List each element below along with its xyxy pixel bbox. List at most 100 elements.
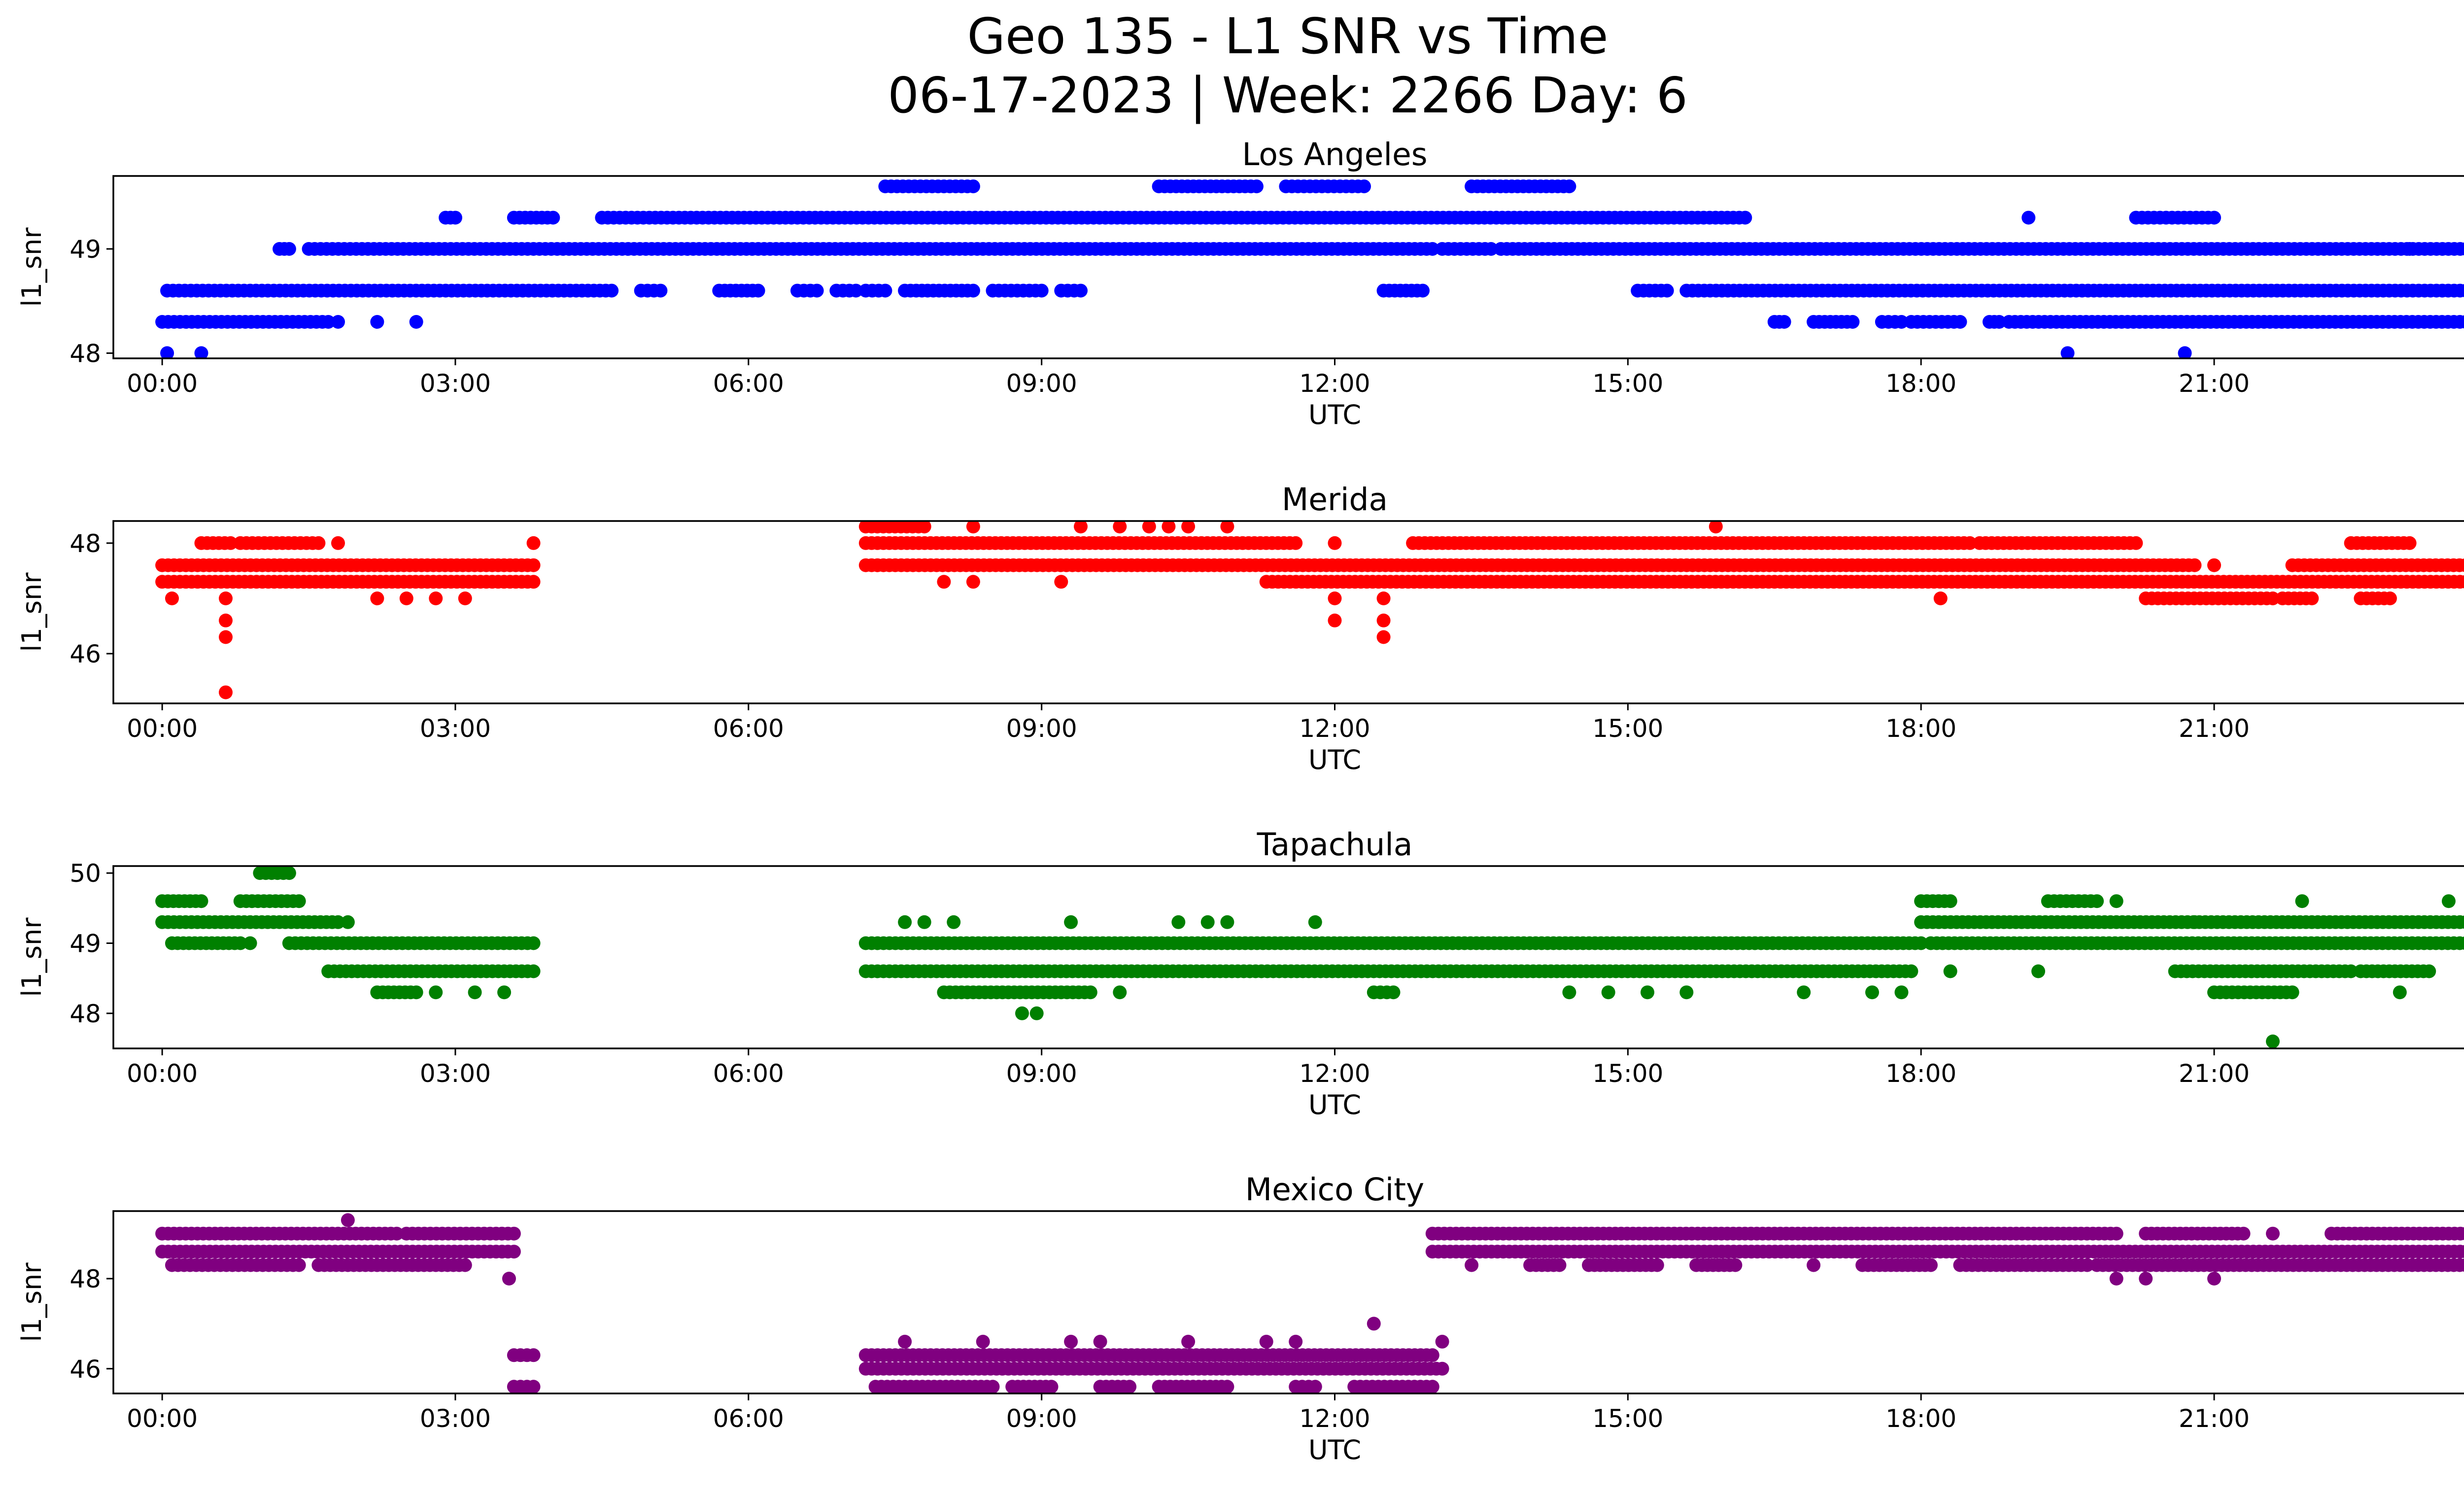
subplot-title: Mexico City	[1245, 1172, 1424, 1208]
data-point	[223, 536, 238, 550]
data-point	[986, 1380, 1000, 1393]
data-point	[502, 1272, 516, 1286]
data-point	[2188, 558, 2202, 572]
data-point	[2459, 242, 2464, 256]
x-tick-label: 00:00	[127, 369, 198, 398]
x-tick-label: 18:00	[1885, 1404, 1956, 1433]
subplot-mexico-city: Mexico City 00:00 03:00 06:00 09:00 12:00 15:0…	[16, 1172, 2464, 1465]
data-point	[1083, 985, 1097, 1000]
data-point	[1386, 985, 1401, 1000]
data-point	[2383, 591, 2397, 605]
data-point	[1865, 985, 1879, 1000]
data-point	[1142, 521, 1156, 534]
data-point	[1416, 283, 1430, 298]
x-axis-label: UTC	[1308, 744, 1361, 775]
data-point	[1357, 179, 1371, 194]
data-point	[311, 536, 326, 550]
data-point	[751, 283, 765, 298]
y-tick-label: 49	[69, 235, 101, 264]
data-point	[1777, 315, 1791, 329]
data-point	[1162, 521, 1176, 534]
data-point	[468, 985, 482, 1000]
data-point	[526, 1380, 541, 1393]
data-point	[2459, 936, 2464, 950]
data-point	[219, 630, 233, 644]
data-point	[2178, 346, 2192, 358]
data-point	[2207, 1272, 2221, 1286]
data-point	[1650, 1258, 1664, 1272]
data-point	[1064, 915, 1078, 929]
data-point	[1181, 521, 1196, 534]
data-point	[1914, 936, 1928, 950]
data-point	[1943, 894, 1957, 908]
data-point	[1807, 1258, 1821, 1272]
data-point	[1435, 1361, 1449, 1376]
data-point	[292, 894, 306, 908]
data-point	[1328, 536, 1342, 550]
data-point	[2459, 1245, 2464, 1258]
data-point	[1029, 1006, 1044, 1020]
data-point	[1738, 210, 1752, 225]
data-point	[2236, 1226, 2251, 1241]
data-point	[2090, 894, 2104, 908]
data-point	[2080, 1258, 2094, 1272]
data-point	[1425, 1380, 1439, 1393]
axes-frame	[112, 175, 2464, 359]
x-tick-label: 12:00	[1299, 1059, 1370, 1088]
data-point	[2402, 242, 2417, 256]
data-point	[1259, 1334, 1273, 1349]
data-point	[341, 1213, 355, 1227]
subplot-title: Los Angeles	[1242, 137, 1427, 173]
x-tick-label: 15:00	[1592, 369, 1663, 398]
data-point	[1308, 915, 1322, 929]
y-axis-label: l1_snr	[16, 227, 47, 307]
x-tick-label: 15:00	[1592, 714, 1663, 743]
data-point	[292, 1258, 306, 1272]
data-point	[2459, 575, 2464, 589]
data-point	[2109, 894, 2123, 908]
x-tick-label: 03:00	[420, 1059, 491, 1088]
data-point	[219, 591, 233, 605]
x-tick-label: 06:00	[713, 1059, 784, 1088]
data-point	[937, 575, 951, 589]
data-point	[458, 591, 472, 605]
x-tick-label: 18:00	[1885, 714, 1956, 743]
data-point	[282, 866, 296, 880]
data-point	[526, 936, 541, 950]
x-axis-label: UTC	[1308, 399, 1361, 430]
data-point	[390, 1226, 404, 1241]
data-point	[429, 591, 443, 605]
data-point	[1660, 283, 1674, 298]
y-axis-label: l1_snr	[16, 1262, 47, 1342]
data-point	[1846, 315, 1860, 329]
data-point	[1171, 915, 1186, 929]
data-point	[1894, 315, 1909, 329]
scatter-series	[155, 179, 2464, 358]
data-point	[1220, 521, 1234, 534]
x-tick-label: 12:00	[1299, 1404, 1370, 1433]
data-point	[160, 346, 174, 358]
data-point	[810, 283, 824, 298]
data-point	[1181, 1334, 1196, 1349]
data-point	[331, 315, 345, 329]
data-point	[1992, 315, 2006, 329]
data-point	[1220, 1380, 1234, 1393]
x-tick-label: 00:00	[127, 1404, 198, 1433]
data-point	[1435, 1334, 1449, 1349]
axes-frame	[112, 865, 2464, 1049]
data-point	[1249, 179, 1264, 194]
x-tick-label: 18:00	[1885, 1059, 1956, 1088]
subplot-title: Tapachula	[1257, 827, 1413, 863]
data-point	[1113, 985, 1127, 1000]
data-point	[2459, 558, 2464, 572]
data-point	[1054, 575, 1068, 589]
data-point	[507, 1226, 521, 1241]
scatter-series	[155, 521, 2464, 699]
y-axis-label: l1_snr	[16, 572, 47, 652]
data-point	[2207, 210, 2221, 225]
data-point	[429, 985, 443, 1000]
data-point	[1308, 1380, 1322, 1393]
data-point	[1367, 1317, 1381, 1331]
data-point	[448, 210, 462, 225]
